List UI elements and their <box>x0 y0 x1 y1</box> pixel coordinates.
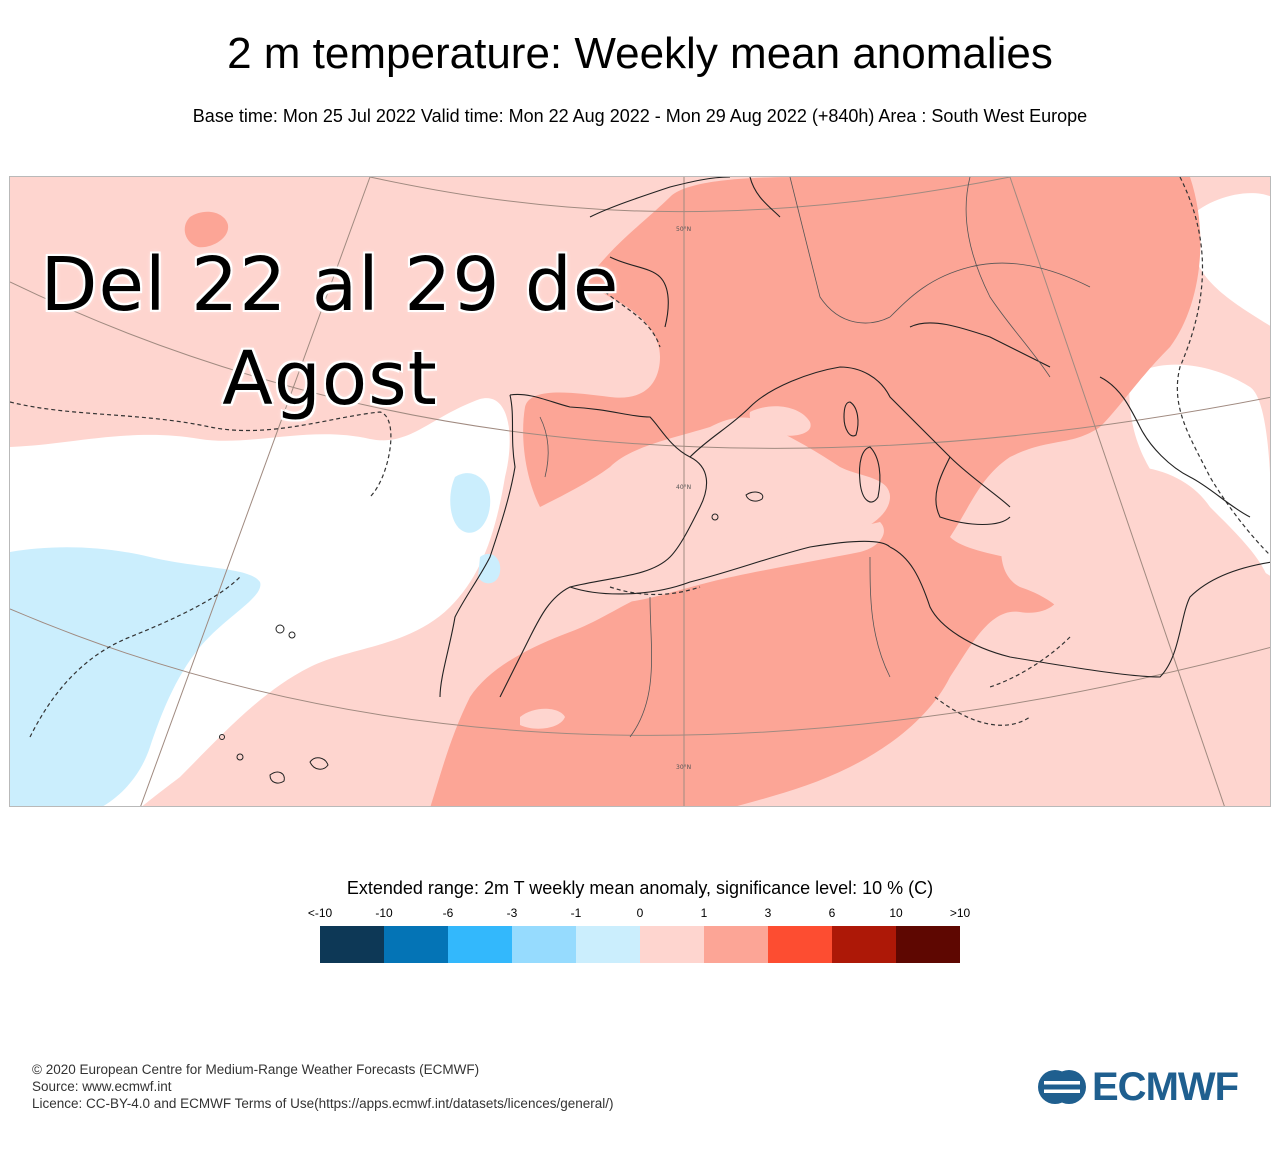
chart-title: 2 m temperature: Weekly mean anomalies <box>227 29 1053 78</box>
country-borders <box>539 177 1091 738</box>
anomaly-area-neutral <box>1190 193 1270 326</box>
graticule <box>10 177 1270 806</box>
significance-contours <box>10 177 1270 738</box>
legend-swatch <box>832 926 896 963</box>
lat-labels: 50°N 40°N 30°N <box>676 226 691 771</box>
legend-title: Extended range: 2m T weekly mean anomaly… <box>346 878 934 898</box>
chart-subtitle: Base time: Mon 25 Jul 2022 Valid time: M… <box>192 106 1088 126</box>
anomaly-area-light-pink <box>520 708 565 729</box>
anomaly-area-neutral <box>1129 364 1270 576</box>
anomaly-area-light-pink <box>749 406 811 436</box>
coastlines <box>439 177 1270 698</box>
anomaly-map: 50°N 40°N 30°N <box>9 176 1271 807</box>
anomaly-area-light-blue <box>478 553 501 584</box>
legend-swatch <box>448 926 512 963</box>
legend-tick-label: -10 <box>375 906 393 920</box>
legend-labels: <-10 -10 -6 -3 -1 0 1 3 6 10 >10 <box>0 905 1280 921</box>
legend-tick-label: 10 <box>889 906 903 920</box>
legend-swatch <box>384 926 448 963</box>
copyright-line: © 2020 European Centre for Medium-Range … <box>32 1062 480 1077</box>
legend-tick-label: 0 <box>636 906 644 920</box>
overlay-line-2: Agost <box>222 336 438 422</box>
legend-tick-label: >10 <box>949 906 971 920</box>
legend-swatch <box>768 926 832 963</box>
licence-line: Licence: CC-BY-4.0 and ECMWF Terms of Us… <box>32 1096 614 1111</box>
anomaly-area-light-blue <box>10 547 261 806</box>
legend-swatch <box>320 926 384 963</box>
legend-tick-label: -1 <box>570 906 582 920</box>
anomaly-area-salmon <box>430 177 1201 806</box>
lat-label-40: 40°N <box>676 484 691 491</box>
ecmwf-logo: ECMWF <box>1036 1065 1239 1109</box>
lat-label-30: 30°N <box>676 764 691 771</box>
map-overlay-text: Del 22 al 29 de Agost <box>20 238 640 426</box>
anomaly-area-light-pink <box>950 466 1270 806</box>
islands <box>219 491 764 784</box>
legend-tick-label: 1 <box>700 906 708 920</box>
legend-swatch <box>576 926 640 963</box>
legend-tick-label: 6 <box>828 906 836 920</box>
footer-credits: © 2020 European Centre for Medium-Range … <box>32 1061 614 1112</box>
overlay-line-1: Del 22 al 29 de <box>40 242 620 328</box>
anomaly-area-light-pink <box>600 522 884 603</box>
legend-tick-label: <-10 <box>307 906 333 920</box>
legend-swatch <box>512 926 576 963</box>
legend-swatch <box>896 926 960 963</box>
anomaly-area-salmon <box>184 211 229 248</box>
source-line: Source: www.ecmwf.int <box>32 1079 172 1094</box>
lat-label-50: 50°N <box>676 226 691 233</box>
ecmwf-logo-mark-icon <box>1038 1070 1086 1104</box>
legend-tick-label: 3 <box>764 906 772 920</box>
legend-swatch <box>640 926 704 963</box>
anomaly-area-light-blue <box>450 473 491 533</box>
legend-tick-label: -6 <box>442 906 454 920</box>
legend-tick-label: -3 <box>506 906 518 920</box>
ecmwf-logo-text: ECMWF <box>1092 1065 1239 1109</box>
legend-swatch <box>704 926 768 963</box>
legend-colorbar <box>320 926 960 963</box>
